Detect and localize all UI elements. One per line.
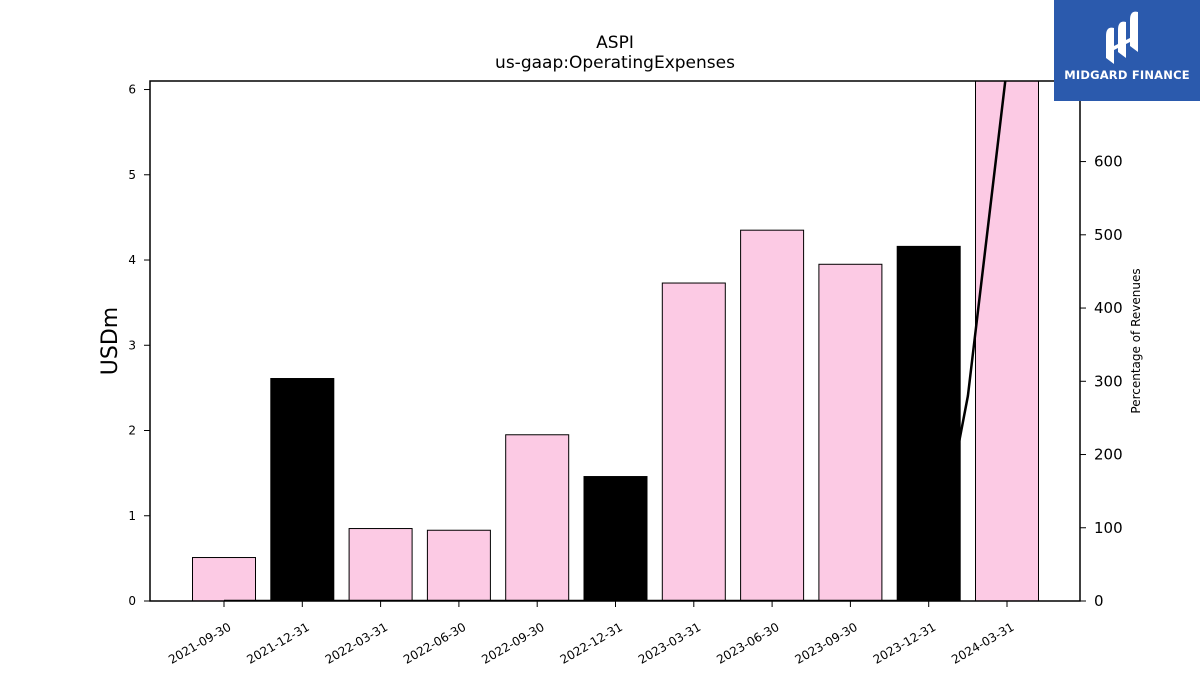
y-right-tick-label: 500	[1094, 226, 1123, 244]
y-tick-label: 0	[128, 594, 136, 608]
bar-2021-09-30	[192, 557, 256, 602]
right-axis-ticks: 0100200300400500600700	[1080, 79, 1123, 610]
x-tick-label: 2021-09-30	[166, 620, 233, 667]
y-right-tick-label: 400	[1094, 299, 1123, 317]
bar-2021-12-31	[270, 378, 335, 602]
y-right-tick-label: 600	[1094, 153, 1123, 171]
y-tick-label: 4	[128, 253, 136, 267]
bars-group	[192, 80, 1039, 602]
y-tick-label: 6	[128, 83, 136, 97]
y-right-tick-label: 100	[1094, 519, 1123, 537]
y-tick-label: 3	[128, 338, 136, 352]
x-tick-label: 2024-03-31	[949, 620, 1016, 667]
x-tick-label: 2022-09-30	[479, 620, 546, 667]
x-tick-label: 2022-12-31	[558, 620, 625, 667]
logo-text: MIDGARD FINANCE	[1064, 68, 1190, 82]
bar-2023-06-30	[740, 229, 805, 602]
bar-2022-03-31	[348, 528, 413, 602]
y-tick-label: 5	[128, 168, 136, 182]
x-tick-label: 2023-06-30	[714, 620, 781, 667]
bar-2024-03-31	[975, 80, 1039, 602]
x-tick-label: 2023-03-31	[636, 620, 703, 667]
bar-2022-12-31	[583, 476, 648, 602]
bar-2022-09-30	[505, 434, 570, 602]
x-axis-ticks: 2021-09-30 2021-12-31 2022-03-31 2022-06-30…	[166, 601, 1017, 667]
y-tick-label: 2	[128, 424, 136, 438]
y-right-tick-label: 200	[1094, 446, 1123, 464]
bar-2023-09-30	[818, 263, 883, 602]
x-tick-label: 2022-06-30	[401, 620, 468, 667]
chart-subtitle: us-gaap:OperatingExpenses	[495, 53, 735, 73]
y-axis-label-right: Percentage of Revenues	[1129, 268, 1143, 413]
bar-2023-12-31	[896, 245, 961, 602]
x-tick-label: 2021-12-31	[244, 620, 311, 667]
x-tick-label: 2022-03-31	[323, 620, 390, 667]
y-right-tick-label: 0	[1094, 592, 1104, 610]
midgard-logo-icon	[1106, 11, 1138, 64]
y-tick-label: 1	[128, 509, 136, 523]
y-right-tick-label: 300	[1094, 372, 1123, 390]
x-tick-label: 2023-09-30	[792, 620, 859, 667]
chart-title: ASPI	[596, 33, 634, 53]
bar-2023-03-31	[661, 282, 726, 602]
midgard-finance-logo: MIDGARD FINANCE	[1054, 0, 1200, 101]
y-axis-label: USDm	[98, 307, 123, 375]
bar-2022-06-30	[426, 529, 491, 602]
left-axis-ticks: 0 1 2 3 4 5 6	[128, 83, 150, 608]
x-tick-label: 2023-12-31	[871, 620, 938, 667]
